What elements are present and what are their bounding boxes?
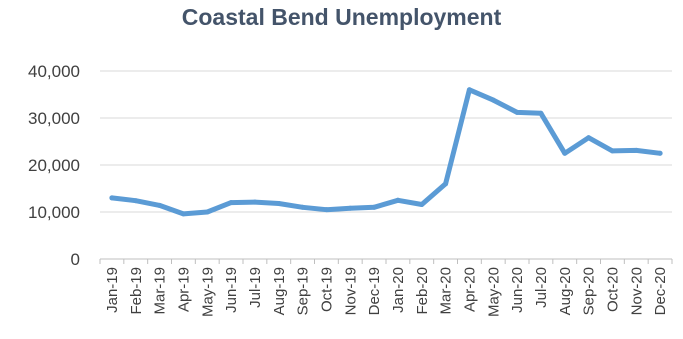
- x-tick-label: Sep-19: [295, 267, 312, 315]
- x-tick-label: Dec-20: [652, 267, 669, 315]
- y-tick-label: 30,000: [28, 109, 80, 128]
- data-point: [633, 147, 639, 153]
- x-tick-label: Feb-20: [414, 267, 431, 315]
- series-group: [109, 87, 663, 217]
- x-tick-label: Apr-19: [175, 267, 192, 312]
- x-tick-label: Jun-19: [223, 267, 240, 313]
- x-tick-label: May-19: [199, 267, 216, 317]
- y-tick-label: 40,000: [28, 62, 80, 81]
- x-tick-label: Mar-20: [438, 267, 455, 315]
- x-tick-label: Feb-19: [128, 267, 145, 315]
- data-point: [180, 211, 186, 217]
- x-tick-label: Jan-19: [104, 267, 121, 313]
- x-tick-label: Jan-20: [390, 267, 407, 313]
- x-tick-label: Jul-19: [247, 267, 264, 308]
- x-tick-label: Aug-19: [271, 267, 288, 315]
- data-point: [109, 195, 115, 201]
- x-tick-label: Aug-20: [557, 267, 574, 315]
- x-tick-label: Sep-20: [581, 267, 598, 315]
- data-point: [562, 150, 568, 156]
- data-point: [228, 200, 234, 206]
- data-point: [157, 202, 163, 208]
- x-tick-label: Nov-20: [628, 267, 645, 315]
- x-tick-label: Apr-20: [461, 267, 478, 312]
- data-point: [586, 135, 592, 141]
- data-point: [657, 150, 663, 156]
- data-point: [490, 97, 496, 103]
- data-point: [347, 205, 353, 211]
- x-tick-label: Oct-19: [318, 267, 335, 312]
- data-point: [300, 204, 306, 210]
- x-axis: Jan-19 Feb-19 Mar-19 Apr-19 May-19 Jun-19 Jul-…: [99, 259, 673, 317]
- chart-title: Coastal Bend Unemployment: [181, 4, 502, 30]
- gridlines: [100, 70, 672, 260]
- data-point: [204, 209, 210, 215]
- data-point: [395, 197, 401, 203]
- y-tick-label: 10,000: [28, 203, 80, 222]
- data-point: [443, 181, 449, 187]
- x-tick-label: Mar-19: [152, 267, 169, 315]
- data-point: [323, 207, 329, 213]
- data-point: [466, 87, 472, 93]
- y-tick-label: 0: [71, 250, 80, 269]
- data-point: [609, 148, 615, 154]
- series-line: [109, 87, 663, 217]
- y-axis: 0 10,000 20,000 30,000 40,000: [28, 62, 80, 269]
- x-tick-label: Jun-20: [509, 267, 526, 313]
- x-tick-label: Dec-19: [366, 267, 383, 315]
- data-point: [371, 204, 377, 210]
- x-tick-label: May-20: [485, 267, 502, 317]
- data-point: [419, 201, 425, 207]
- y-tick-label: 20,000: [28, 156, 80, 175]
- x-tick-label: Jul-20: [533, 267, 550, 308]
- data-point: [514, 109, 520, 115]
- data-point: [538, 110, 544, 116]
- data-point: [133, 198, 139, 204]
- data-point: [276, 201, 282, 207]
- x-tick-label: Nov-19: [342, 267, 359, 315]
- x-tick-label: Oct-20: [604, 267, 621, 312]
- data-point: [252, 199, 258, 205]
